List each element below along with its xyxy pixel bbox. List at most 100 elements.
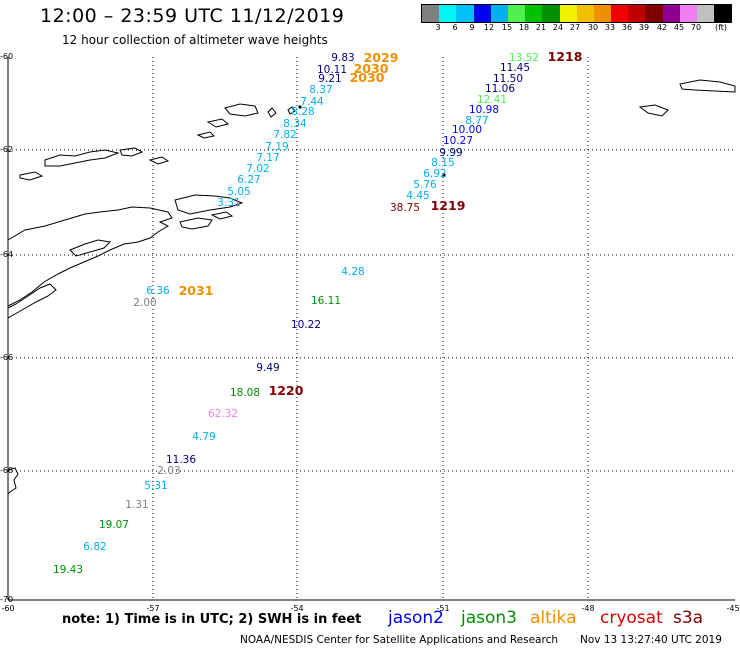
- wave-height-label: 10.00: [451, 124, 483, 136]
- satellite-legend-s3a: s3a: [673, 608, 704, 628]
- longitude-label: -60: [1, 604, 15, 613]
- longitude-label: -51: [436, 604, 450, 613]
- wave-height-label: 4.45: [406, 190, 430, 202]
- satellite-legend-cryosat: cryosat: [600, 608, 663, 628]
- colorbar-swatch: [456, 5, 474, 22]
- colorbar-swatch: [490, 5, 508, 22]
- pass-time-label: 2031: [178, 283, 214, 298]
- wave-height-label: 38.75: [389, 202, 421, 214]
- wave-height-label: 11.50: [492, 73, 524, 85]
- wave-height-colorbar: [421, 4, 733, 23]
- wave-height-label: 10.11: [316, 64, 348, 76]
- latitude-label: -68: [0, 466, 14, 475]
- latitude-label: -66: [0, 353, 14, 362]
- wave-height-label: 2.03: [157, 465, 181, 477]
- wave-height-label: 8.28: [291, 106, 315, 118]
- wave-height-label: 13.52: [508, 52, 540, 64]
- colorbar-swatch: [697, 5, 715, 22]
- colorbar-tick: 45: [673, 23, 685, 32]
- colorbar-swatch: [714, 5, 732, 22]
- wave-height-label: 18.08: [229, 387, 261, 399]
- wave-height-label: 6.92: [423, 168, 447, 180]
- wave-height-label: 9.99: [439, 147, 463, 159]
- wave-height-label: 7.82: [273, 129, 297, 141]
- latitude-label: -64: [0, 250, 14, 259]
- wave-height-label: 62.32: [207, 408, 239, 420]
- wave-height-label: 1.31: [125, 499, 149, 511]
- wave-height-label: 6.36: [146, 285, 170, 297]
- wave-height-label: 19.07: [98, 519, 130, 531]
- pass-time-label: 2030: [353, 61, 389, 76]
- wave-height-label: 8.37: [309, 84, 333, 96]
- graticule: [8, 57, 735, 600]
- map-subtitle: 12 hour collection of altimeter wave hei…: [62, 33, 328, 47]
- colorbar-tick: 27: [569, 23, 581, 32]
- latitude-label: -62: [0, 145, 14, 154]
- wave-height-label: 9.49: [256, 362, 280, 374]
- antarctic-peninsula-coastline: [7, 206, 173, 495]
- latitude-label: -60: [0, 52, 14, 61]
- wave-height-label: 6.82: [83, 541, 107, 553]
- wave-height-label: 5.76: [413, 179, 437, 191]
- colorbar-swatch: [559, 5, 577, 22]
- latitude-label: -70: [0, 595, 14, 604]
- credit-line: NOAA/NESDIS Center for Satellite Applica…: [240, 634, 558, 646]
- colorbar-tick: 9: [469, 23, 475, 32]
- colorbar-tick: 24: [552, 23, 564, 32]
- wave-height-label: 8.15: [431, 157, 455, 169]
- map-frame: [7, 57, 735, 601]
- colorbar-tick: (ft): [715, 23, 728, 32]
- colorbar-swatch: [645, 5, 663, 22]
- pass-time-label: 1218: [547, 49, 583, 64]
- colorbar-swatch: [662, 5, 680, 22]
- pass-time-label: 2030: [349, 70, 385, 85]
- longitude-label: -48: [581, 604, 595, 613]
- wave-height-label: 7.44: [300, 96, 324, 108]
- colorbar-swatch: [422, 5, 440, 22]
- pass-time-label: 1220: [268, 383, 304, 398]
- wave-height-label: 16.11: [310, 295, 342, 307]
- longitude-label: -57: [146, 604, 160, 613]
- wave-height-label: 11.45: [499, 62, 531, 74]
- colorbar-tick: 12: [483, 23, 495, 32]
- colorbar-swatch: [473, 5, 491, 22]
- wave-height-label: 6.27: [237, 174, 261, 186]
- wave-height-label: 7.17: [256, 152, 280, 164]
- longitude-label: -54: [290, 604, 304, 613]
- colorbar-swatch: [439, 5, 457, 22]
- colorbar-swatch: [525, 5, 543, 22]
- wave-height-label: 10.27: [442, 135, 474, 147]
- colorbar-swatch: [679, 5, 697, 22]
- wave-height-label: 7.02: [246, 163, 270, 175]
- wave-height-label: 5.05: [227, 186, 251, 198]
- colorbar-tick: 3: [435, 23, 441, 32]
- colorbar-swatch: [593, 5, 612, 22]
- wave-height-label: 9.21: [318, 73, 342, 85]
- wave-height-label: 2.00: [133, 297, 157, 309]
- wave-height-label: 12.41: [476, 94, 508, 106]
- map-title: 12:00 – 23:59 UTC 11/12/2019: [40, 5, 345, 27]
- wave-height-label: 19.43: [52, 564, 84, 576]
- track-markers: [298, 105, 446, 177]
- footer-note: note: 1) Time is in UTC; 2) SWH is in fe…: [62, 612, 362, 627]
- wave-height-label: 5.31: [144, 480, 168, 492]
- wave-height-label: 4.79: [192, 431, 216, 443]
- wave-height-label: 9.83: [331, 52, 355, 64]
- colorbar-tick: 21: [535, 23, 547, 32]
- colorbar-tick: 6: [452, 23, 458, 32]
- satellite-legend-jason2: jason2: [388, 608, 444, 628]
- pass-time-label: 1219: [430, 198, 466, 213]
- satellite-legend-jason3: jason3: [461, 608, 517, 628]
- wave-height-label: 8.77: [465, 115, 489, 127]
- wave-height-label: 3.31: [217, 197, 241, 209]
- wave-height-label: 10.22: [290, 319, 322, 331]
- colorbar-tick: 15: [501, 23, 513, 32]
- colorbar-tick: 42: [656, 23, 668, 32]
- colorbar-tick: 70: [690, 23, 702, 32]
- wave-height-label: 4.28: [341, 266, 365, 278]
- pass-time-label: 2029: [363, 50, 399, 65]
- wave-height-label: 11.06: [484, 83, 516, 95]
- generation-timestamp: Nov 13 13:27:40 UTC 2019: [580, 634, 722, 646]
- colorbar-swatch: [542, 5, 560, 22]
